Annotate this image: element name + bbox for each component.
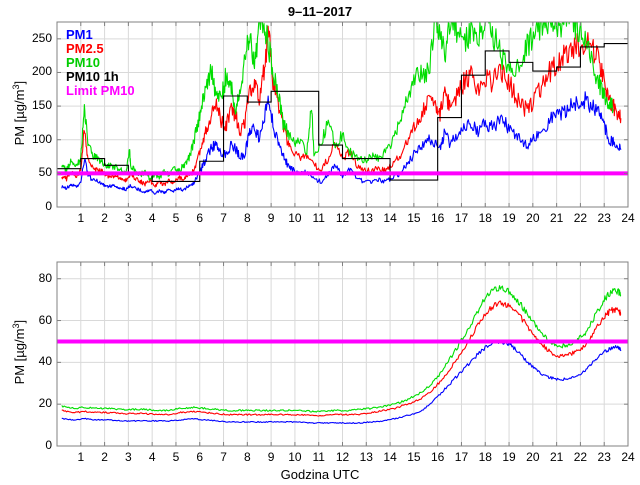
ytick-top-panel-0: 0	[45, 199, 52, 213]
xtick-bottom-panel-21: 21	[549, 450, 564, 464]
xtick-bottom-panel-24: 24	[621, 450, 635, 464]
xtick-top-panel-5: 5	[172, 211, 180, 225]
xtick-top-panel-24: 24	[621, 211, 635, 225]
xtick-top-panel-4: 4	[148, 211, 156, 225]
xtick-bottom-panel-16: 16	[430, 450, 445, 464]
xtick-bottom-panel-7: 7	[220, 450, 227, 464]
xtick-top-panel-15: 15	[407, 211, 421, 225]
xtick-top-panel-14: 14	[383, 211, 397, 225]
xtick-bottom-panel-23: 23	[597, 450, 611, 464]
xtick-top-panel-11: 11	[312, 211, 325, 225]
ytick-bottom-panel-0: 0	[45, 438, 52, 452]
figure-title: 9–11–2017	[287, 4, 353, 19]
series-pm1	[61, 91, 622, 195]
xtick-bottom-panel-13: 13	[359, 450, 373, 464]
ylabel-tail: ]	[12, 80, 28, 85]
xtick-top-panel-18: 18	[478, 211, 492, 225]
ytick-top-panel-100: 100	[31, 131, 52, 146]
xtick-bottom-panel-3: 3	[125, 450, 132, 464]
data-series	[57, 285, 628, 425]
legend-item-pm10: PM10	[66, 55, 100, 70]
xtick-bottom-panel-17: 17	[454, 450, 469, 464]
xtick-bottom-panel-5: 5	[172, 450, 180, 464]
xtick-top-panel-12: 12	[335, 211, 350, 225]
gridlines	[57, 22, 628, 207]
xtick-bottom-panel-19: 19	[502, 450, 516, 464]
xtick-top-panel-21: 21	[549, 211, 564, 225]
xaxis-label: Godzina UTC	[280, 467, 360, 482]
legend-item-pm2-5: PM2.5	[66, 41, 104, 56]
legend-item-pm1: PM1	[66, 27, 93, 42]
xtick-bottom-panel-4: 4	[148, 450, 156, 464]
ytick-bottom-panel-20: 20	[38, 396, 52, 411]
xtick-top-panel-1: 1	[77, 211, 85, 225]
series-pm10	[61, 22, 614, 181]
xtick-top-panel-9: 9	[267, 211, 275, 225]
gridlines	[57, 262, 628, 446]
xtick-top-panel-7: 7	[220, 211, 227, 225]
data-series	[57, 22, 628, 195]
xtick-bottom-panel-1: 1	[77, 450, 85, 464]
xtick-bottom-panel-8: 8	[243, 450, 251, 464]
xtick-bottom-panel-20: 20	[526, 450, 540, 464]
legend: PM1 PM2.5 PM10 PM10 1h Limit PM10	[66, 28, 135, 98]
top-panel	[56, 21, 629, 208]
ytick-top-panel-50: 50	[38, 165, 52, 180]
ytick-bottom-panel-80: 80	[38, 270, 52, 285]
legend-item-pm10-1h: PM10 1h	[66, 69, 119, 84]
xtick-bottom-panel-18: 18	[478, 450, 492, 464]
xtick-top-panel-22: 22	[573, 211, 588, 225]
series-pm10-1h	[57, 28, 628, 182]
xtick-top-panel-17: 17	[454, 211, 469, 225]
xtick-bottom-panel-9: 9	[267, 450, 275, 464]
xtick-top-panel-20: 20	[526, 211, 540, 225]
xtick-top-panel-2: 2	[101, 211, 108, 225]
tick-marks	[57, 262, 629, 447]
xtick-bottom-panel-22: 22	[573, 450, 588, 464]
series-pm10	[61, 285, 622, 413]
xtick-bottom-panel-10: 10	[288, 450, 302, 464]
xtick-top-panel-6: 6	[196, 211, 204, 225]
ytick-top-panel-200: 200	[31, 64, 52, 79]
xtick-bottom-panel-14: 14	[383, 450, 397, 464]
ytick-top-panel-250: 250	[31, 30, 52, 45]
xtick-bottom-panel-6: 6	[196, 450, 204, 464]
ytick-bottom-panel-40: 40	[38, 354, 52, 369]
bottom-panel	[56, 261, 629, 447]
ylabel-exponent: 3	[10, 84, 21, 90]
series-pm2-5	[61, 300, 622, 417]
xtick-top-panel-13: 13	[359, 211, 373, 225]
xtick-top-panel-10: 10	[288, 211, 302, 225]
tick-marks	[57, 22, 629, 208]
xtick-bottom-panel-15: 15	[407, 450, 421, 464]
ytick-bottom-panel-60: 60	[38, 312, 52, 327]
xtick-bottom-panel-12: 12	[335, 450, 350, 464]
xtick-bottom-panel-2: 2	[101, 450, 108, 464]
legend-item-limit-pm10: Limit PM10	[66, 83, 135, 98]
ytick-top-panel-150: 150	[31, 98, 52, 113]
xtick-bottom-panel-11: 11	[312, 450, 325, 464]
series-pm2-5	[61, 25, 622, 188]
xtick-top-panel-8: 8	[243, 211, 251, 225]
series-pm1	[61, 339, 622, 425]
xtick-top-panel-16: 16	[430, 211, 445, 225]
xtick-top-panel-23: 23	[597, 211, 611, 225]
xtick-top-panel-3: 3	[125, 211, 132, 225]
xtick-top-panel-19: 19	[502, 211, 516, 225]
